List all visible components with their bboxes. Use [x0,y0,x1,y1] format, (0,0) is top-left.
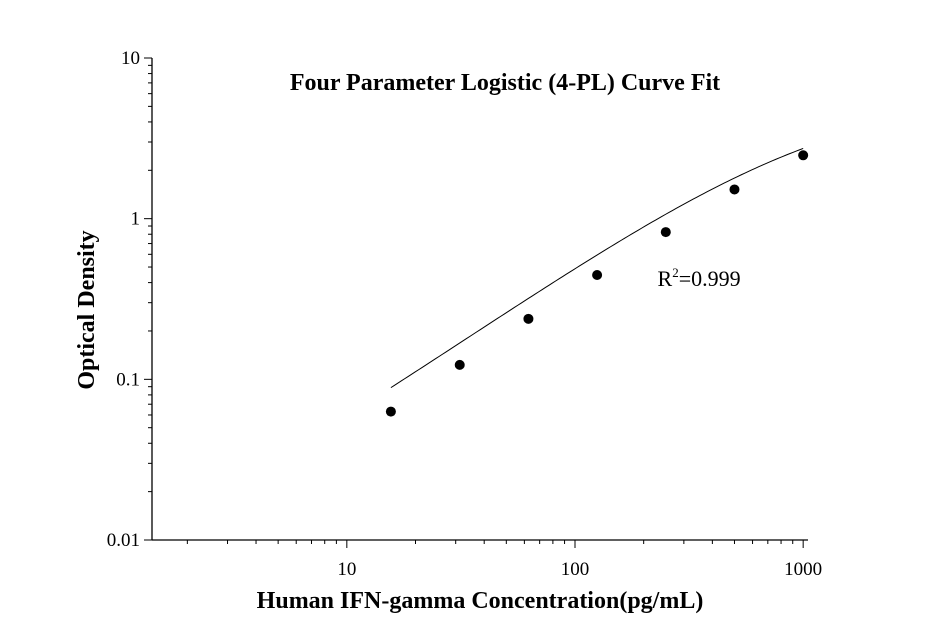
data-point [523,313,534,324]
data-point [729,184,740,195]
data-point [454,359,465,370]
x-tick-label: 10 [337,559,356,580]
x-tick-label: 1000 [784,559,822,580]
plot-axes [151,58,808,541]
chart-title: Four Parameter Logistic (4-PL) Curve Fit [290,70,720,96]
r-squared-base: R [658,266,673,291]
data-point [592,270,603,281]
y-tick-label: 1 [131,209,141,230]
y-tick-label: 0.01 [107,530,140,551]
y-axis-label: Optical Density [74,230,100,389]
r-squared-superscript: 2 [672,265,679,280]
x-axis-label: Human IFN-gamma Concentration(pg/mL) [257,588,704,614]
x-tick-label: 100 [561,559,590,580]
data-point [798,150,809,161]
tick-labels: 0.01 0.1 1 10 10 100 1000 [107,48,822,580]
data-point [660,227,671,238]
fit-curve [390,147,804,389]
data-point [385,406,396,417]
y-tick-label: 0.1 [116,369,140,390]
data-points [385,150,809,417]
r-squared-value: =0.999 [679,266,741,291]
y-tick-label: 10 [121,48,140,69]
axis-ticks [144,57,804,548]
r-squared-annotation: R2=0.999 [658,265,741,291]
